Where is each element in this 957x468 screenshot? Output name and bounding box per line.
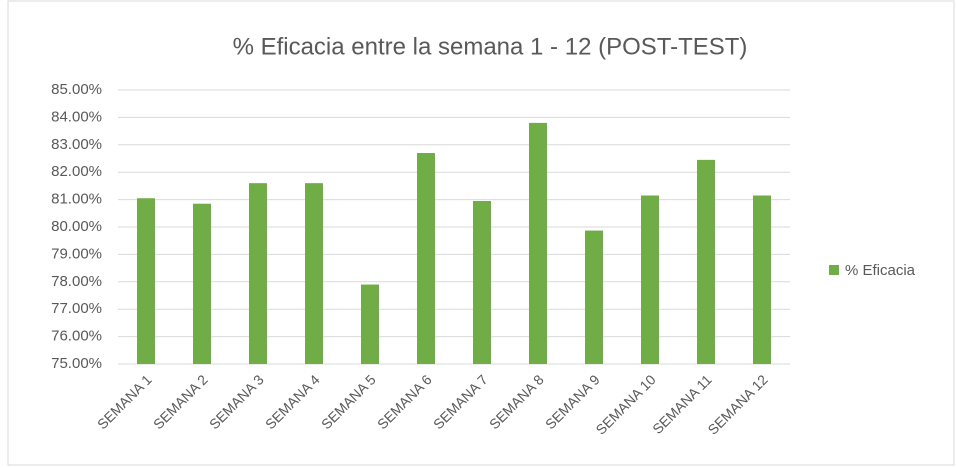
legend-label: % Eficacia bbox=[845, 262, 916, 279]
y-tick-label: 81.00% bbox=[51, 191, 102, 208]
bar bbox=[473, 200, 491, 364]
y-tick-label: 79.00% bbox=[51, 245, 102, 262]
y-tick-label: 82.00% bbox=[51, 163, 102, 180]
y-tick-label: 84.00% bbox=[51, 108, 102, 125]
y-tick-label: 78.00% bbox=[51, 273, 102, 290]
y-tick-label: 80.00% bbox=[51, 218, 102, 235]
bar bbox=[361, 284, 379, 364]
y-tick-label: 85.00% bbox=[51, 81, 102, 98]
y-tick-label: 75.00% bbox=[51, 355, 102, 372]
bar bbox=[585, 230, 603, 364]
y-tick-label: 76.00% bbox=[51, 328, 102, 345]
bar bbox=[249, 183, 267, 364]
bar bbox=[697, 159, 715, 364]
y-tick-label: 83.00% bbox=[51, 136, 102, 153]
bar bbox=[305, 183, 323, 364]
chart-title: % Eficacia entre la semana 1 - 12 (POST-… bbox=[233, 33, 748, 60]
bar bbox=[529, 122, 547, 364]
bar bbox=[753, 195, 771, 364]
bar bbox=[641, 195, 659, 364]
legend-swatch bbox=[829, 265, 839, 275]
bar bbox=[137, 198, 155, 364]
bar bbox=[417, 153, 435, 364]
y-tick-label: 77.00% bbox=[51, 300, 102, 317]
bar bbox=[193, 203, 211, 364]
